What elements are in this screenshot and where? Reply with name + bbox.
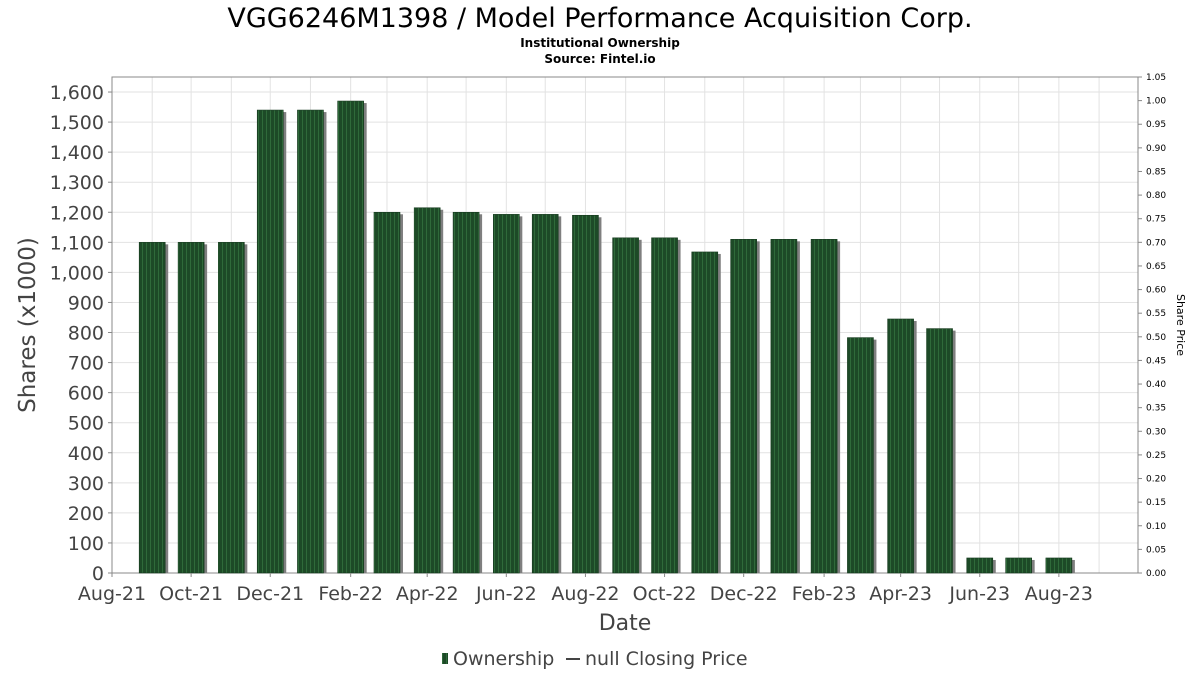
legend-price-label: null Closing Price [585,648,748,670]
bar-ownership [138,242,166,574]
y2-tick-label: 0.35 [1146,404,1166,414]
y2-tick-label: 0.70 [1146,238,1166,248]
y2-tick-label: 0.30 [1146,427,1166,437]
x-tick-label: Jun-22 [475,583,537,605]
y2-tick-label: 0.65 [1146,262,1166,272]
bar-ownership [651,237,678,574]
y2-tick-label: 0.90 [1146,144,1166,154]
x-tick-label: Aug-23 [1025,583,1093,605]
y-axis-label: Shares (x1000) [15,237,41,413]
x-tick-label: Feb-22 [318,583,383,605]
x-axis: Aug-21 Oct-21 Dec-21 Feb-22 Apr-22 Jun-22 Aug-… [78,573,1093,605]
y-tick-label: 900 [68,292,104,314]
x-tick-label: Dec-22 [710,583,778,605]
y2-tick-label: 0.20 [1146,475,1166,485]
x-tick-label: Aug-21 [78,583,146,605]
bar-ownership [452,211,480,574]
y2-tick-label: 0.00 [1146,569,1166,579]
y2-tick-label: 0.95 [1146,120,1166,130]
y2-tick-label: 0.50 [1146,333,1166,343]
legend-ownership-label: Ownership [453,648,554,670]
bar-ownership [847,337,874,574]
y2-tick-label: 0.45 [1146,356,1166,366]
x-tick-label: Apr-23 [869,583,932,605]
y2-tick-label: 0.75 [1146,215,1166,225]
bar-ownership [926,328,953,574]
y2-tick-label: 0.10 [1146,522,1166,532]
y-tick-label: 300 [68,473,104,495]
bar-ownership [770,239,798,574]
y-tick-label: 0 [92,563,104,585]
bar-ownership [691,251,719,574]
y-tick-label: 1,500 [50,112,104,134]
bar-ownership [612,237,639,574]
x-tick-label: Oct-22 [633,583,697,605]
y2-axis-label: Share Price [1174,294,1187,356]
y2-tick-label: 0.05 [1146,545,1166,555]
x-axis-label: Date [599,611,652,636]
y-tick-label: 500 [68,413,104,435]
bar-ownership [1005,557,1032,574]
y-tick-label: 1,600 [50,82,104,104]
bar-ownership [218,242,245,574]
x-tick-label: Apr-22 [396,583,459,605]
y-tick-label: 1,200 [50,202,104,224]
bar-ownership [887,318,914,574]
y-tick-label: 100 [68,533,104,555]
y2-tick-label: 0.85 [1146,167,1166,177]
x-tick-label: Aug-22 [551,583,619,605]
x-tick-label: Dec-21 [236,583,304,605]
chart-source: Source: Fintel.io [544,52,655,66]
bar-ownership [413,207,441,574]
y-tick-label: 1,400 [50,142,104,164]
bar-ownership [810,239,838,574]
y-tick-label: 1,300 [50,172,104,194]
bar-ownership [177,242,205,574]
chart-title: VGG6246M1398 / Model Performance Acquisi… [227,3,972,34]
y-tick-label: 200 [68,503,104,525]
y2-tick-label: 0.25 [1146,451,1166,461]
bars [138,100,1075,574]
y-tick-label: 700 [68,353,104,375]
y2-tick-label: 0.60 [1146,286,1166,296]
x-tick-label: Jun-23 [948,583,1010,605]
y-tick-label: 1,000 [50,262,104,284]
bar-ownership [572,214,599,574]
y-tick-label: 800 [68,323,104,345]
bar-ownership [966,557,994,574]
bar-ownership [256,109,284,574]
legend-ownership-swatch [442,653,448,664]
bar-ownership [531,214,559,574]
y2-tick-label: 1.00 [1146,97,1166,107]
chart-subtitle: Institutional Ownership [520,36,680,50]
y2-axis: 0.00 0.05 0.10 0.15 0.20 0.25 0.30 0.35 0.40 0.45… [1138,73,1166,579]
x-tick-label: Oct-21 [159,583,223,605]
y-tick-label: 1,100 [50,232,104,254]
bar-ownership [1045,557,1073,574]
bar-ownership [730,239,757,574]
y-axis: 0 100 200 300 400 500 600 700 800 900 1,000 1,100 1,… [50,82,112,585]
bar-ownership [337,100,364,574]
y2-tick-label: 1.05 [1146,73,1166,83]
legend: Ownership null Closing Price [442,648,748,670]
x-tick-label: Feb-23 [792,583,857,605]
bar-ownership [493,214,520,574]
y2-tick-label: 0.15 [1146,498,1166,508]
y2-tick-label: 0.80 [1146,191,1166,201]
bar-ownership [373,211,401,574]
bar-ownership [297,109,324,574]
y-tick-label: 400 [68,443,104,465]
y-tick-label: 600 [68,383,104,405]
y2-tick-label: 0.55 [1146,309,1166,319]
y2-tick-label: 0.40 [1146,380,1166,390]
